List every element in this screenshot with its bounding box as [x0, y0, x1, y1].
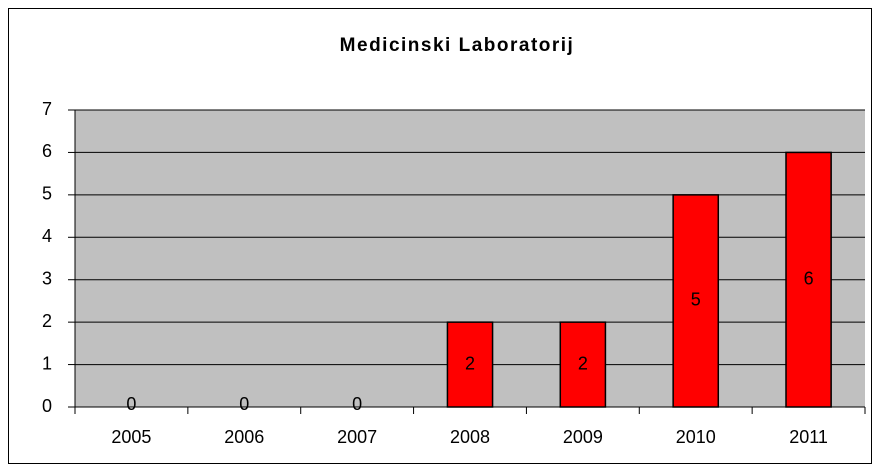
y-tick-label: 1 [42, 353, 52, 373]
y-tick-label: 6 [42, 141, 52, 161]
x-tick-label: 2010 [676, 427, 716, 447]
data-label: 0 [352, 394, 362, 414]
x-tick-label: 2007 [337, 427, 377, 447]
y-tick-label: 5 [42, 184, 52, 204]
x-tick-label: 2011 [789, 427, 828, 447]
y-tick-label: 2 [42, 311, 52, 331]
data-label: 0 [239, 394, 249, 414]
y-tick-label: 7 [42, 99, 52, 119]
x-tick-label: 2006 [224, 427, 264, 447]
chart-title: Medicinski Laboratorij [340, 35, 575, 56]
data-label: 0 [126, 394, 136, 414]
data-label: 6 [804, 268, 814, 288]
data-label: 2 [578, 353, 588, 373]
y-tick-label: 4 [42, 226, 52, 246]
bar [785, 151, 832, 408]
x-tick-label: 2005 [111, 427, 151, 447]
data-label: 5 [691, 290, 701, 310]
x-tick-label: 2009 [563, 427, 603, 447]
x-tick-label: 2008 [450, 427, 490, 447]
y-tick-label: 3 [42, 268, 52, 288]
y-tick-label: 0 [42, 396, 52, 416]
data-label: 2 [465, 353, 475, 373]
